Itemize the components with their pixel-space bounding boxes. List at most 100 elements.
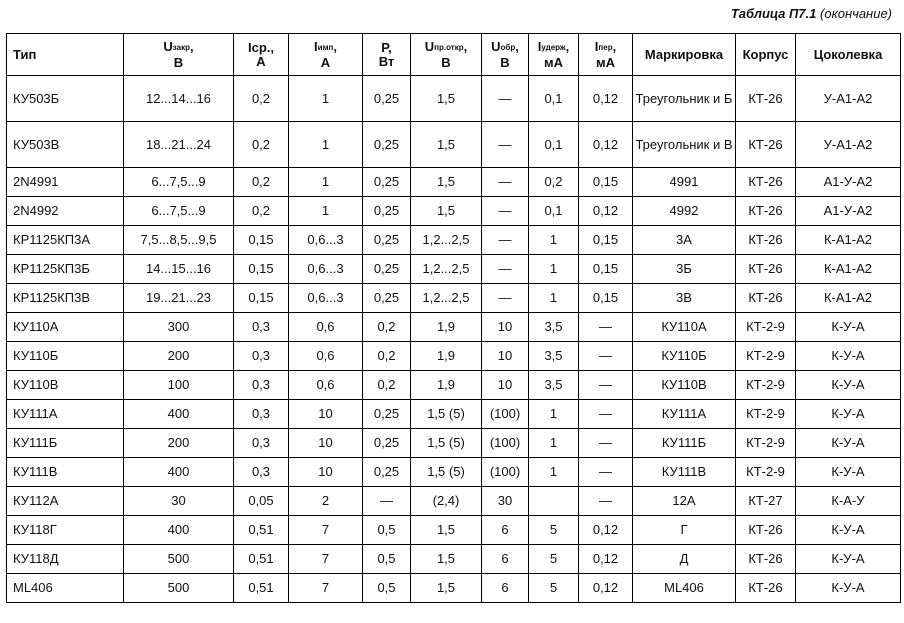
caption-note: (окончание) — [820, 6, 892, 21]
table-cell: 5 — [528, 515, 579, 545]
table-cell: 100 — [123, 370, 234, 400]
table-cell: К-А1-А2 — [795, 225, 901, 255]
table-cell: 10 — [288, 428, 363, 458]
table-cell: 1 — [288, 121, 363, 168]
table-row: КУ111А 400 0,3 10 0,25 1,5 (5) (100) 1— КУ111А КТ… — [6, 399, 901, 429]
table-cell: КТ-2-9 — [735, 312, 796, 342]
table-cell: Д — [632, 544, 736, 574]
table-cell: 1,9 — [410, 341, 482, 371]
table-cell: 0,6 — [288, 341, 363, 371]
header-label: U — [163, 38, 173, 54]
table-cell: 1,5 (5) — [410, 399, 482, 429]
header-subscript: закр — [172, 42, 190, 52]
table-cell: 19...21...23 — [123, 283, 234, 313]
table-cell: КУ503В — [6, 121, 124, 168]
table-cell: Г — [632, 515, 736, 545]
table-cell: 1,2...2,5 — [410, 254, 482, 284]
table-cell: 3В — [632, 283, 736, 313]
table-cell: 1,5 — [410, 573, 482, 603]
table-cell: 0,25 — [362, 457, 411, 487]
table-row: КУ503Б 12...14...16 0,2 1 0,25 1,5—0,1 0,12 Тре… — [6, 75, 901, 122]
header-label: Тип — [13, 46, 37, 62]
table-cell: 200 — [123, 428, 234, 458]
header-label: P, — [381, 39, 392, 55]
table-cell: 1,5 — [410, 544, 482, 574]
table-cell: 0,25 — [362, 428, 411, 458]
table-cell: 0,5 — [362, 515, 411, 545]
header-unit: А — [256, 53, 266, 69]
table-cell: 0,25 — [362, 167, 411, 197]
table-cell: 0,3 — [233, 399, 289, 429]
table-cell: 0,25 — [362, 196, 411, 226]
table-row: КР1125КП3А 7,5...8,5...9,5 0,15 0,6...3 0,25… — [6, 225, 901, 255]
table-cell: 0,6 — [288, 370, 363, 400]
table-cell: — — [481, 254, 529, 284]
table-cell: 400 — [123, 457, 234, 487]
header-label: I — [594, 38, 599, 54]
column-header: Uобр, В — [481, 33, 529, 76]
table-cell: КТ-26 — [735, 121, 796, 168]
table-row: 2N4991 6...7,5...9 0,2 1 0,25 1,5—0,2 0,15 4991… — [6, 167, 901, 197]
table-cell — [528, 486, 579, 516]
table-cell: 0,5 — [362, 573, 411, 603]
table-cell: 0,3 — [233, 312, 289, 342]
table-cell: КУ118Д — [6, 544, 124, 574]
table-cell: 10 — [288, 399, 363, 429]
table-cell: 0,51 — [233, 544, 289, 574]
table-cell: 2N4992 — [6, 196, 124, 226]
table-cell: 1,5 — [410, 75, 482, 122]
header-unit: мА — [543, 54, 563, 70]
table-cell: 10 — [288, 457, 363, 487]
column-header: Корпус — [735, 33, 796, 76]
table-cell: КУ110Б — [632, 341, 736, 371]
thyristor-table: Тип Uзакр, В Icp., А Iимп, А P, Вт Uпр.откр, В Uобр… — [6, 33, 901, 603]
table-cell: КТ-2-9 — [735, 341, 796, 371]
header-subscript: пр.откр — [434, 42, 464, 52]
table-cell: У-А1-А2 — [795, 75, 901, 122]
table-cell: КТ-26 — [735, 225, 796, 255]
table-cell: 0,25 — [362, 254, 411, 284]
table-cell: 3,5 — [528, 312, 579, 342]
table-cell: 0,15 — [233, 225, 289, 255]
header-unit: мА — [595, 54, 615, 70]
table-cell: КУ110В — [6, 370, 124, 400]
table-cell: 0,15 — [233, 283, 289, 313]
table-cell: 1,2...2,5 — [410, 283, 482, 313]
table-cell: 0,25 — [362, 283, 411, 313]
header-label: U — [424, 38, 435, 54]
header-unit: Вт — [378, 53, 395, 69]
table-cell: КУ110В — [632, 370, 736, 400]
table-row: КУ503В 18...21...24 0,2 1 0,25 1,5—0,1 0,12 Тре… — [6, 121, 901, 168]
table-cell: 500 — [123, 573, 234, 603]
table-cell: 1,9 — [410, 370, 482, 400]
table-cell: 1 — [288, 167, 363, 197]
table-cell: — — [481, 167, 529, 197]
table-cell: 0,12 — [578, 196, 633, 226]
table-cell: КУ503Б — [6, 75, 124, 122]
table-cell: А1-У-А2 — [795, 167, 901, 197]
table-cell: 0,2 — [362, 312, 411, 342]
table-cell: 7 — [288, 573, 363, 603]
table-cell: 0,2 — [233, 196, 289, 226]
header-subscript: имп — [317, 42, 334, 52]
table-cell: 3,5 — [528, 370, 579, 400]
table-cell: — — [481, 283, 529, 313]
table-cell: 0,12 — [578, 573, 633, 603]
table-row: КУ118Д 500 0,51 7 0,5 1,5 6 5 0,12 Д КТ-26 К-У-А — [6, 544, 901, 574]
table-cell: 2 — [288, 486, 363, 516]
table-row: КР1125КП3Б 14...15...16 0,15 0,6...3 0,25 1,2… — [6, 254, 901, 284]
table-cell: КТ-26 — [735, 544, 796, 574]
header-label: Icp., — [247, 39, 274, 55]
table-cell: 12...14...16 — [123, 75, 234, 122]
table-cell: 3Б — [632, 254, 736, 284]
column-header: Icp., А — [233, 33, 289, 76]
table-cell: КТ-26 — [735, 254, 796, 284]
table-cell: 7 — [288, 544, 363, 574]
table-cell: 30 — [481, 486, 529, 516]
caption-title: Таблица П7.1 — [730, 6, 817, 21]
header-label: U — [491, 38, 501, 54]
table-cell: 1 — [528, 399, 579, 429]
table-cell: 5 — [528, 573, 579, 603]
table-cell: КУ110А — [632, 312, 736, 342]
table-row: КУ111В 400 0,3 10 0,25 1,5 (5) (100) 1— КУ111В КТ… — [6, 457, 901, 487]
